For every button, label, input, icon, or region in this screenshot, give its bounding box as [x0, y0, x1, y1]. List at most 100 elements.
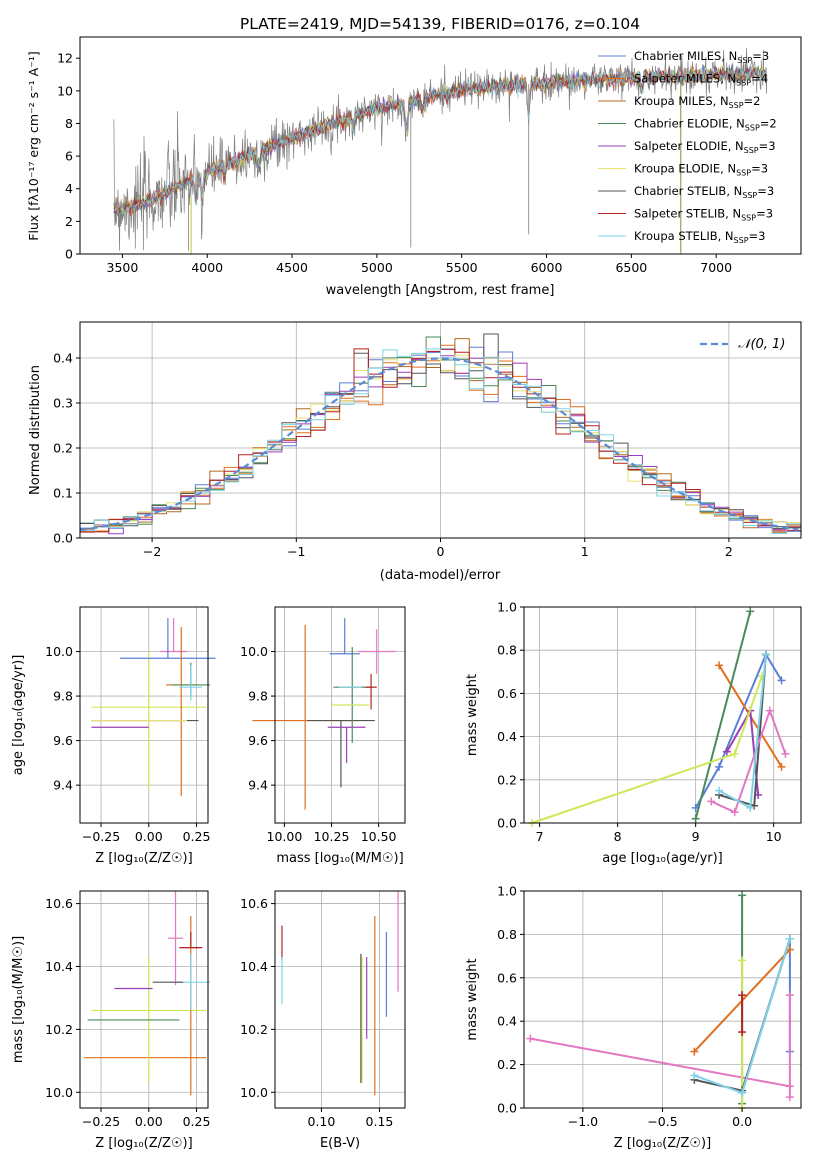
y-tick-label: 10.0	[45, 644, 73, 659]
legend-label: Salpeter ELODIE, NSSP=3	[634, 139, 776, 155]
x-tick-label: 5500	[446, 260, 478, 275]
y-tick-label: 10.4	[45, 959, 73, 974]
spectrum-legend: Chabrier MILES, NSSP=3 Salpeter MILES, NS…	[598, 49, 777, 245]
x-tick-label: 4000	[191, 260, 223, 275]
massweight-vs-age-ticks: 7 8 9 10 0.0 0.2 0.4 0.6 0.8 1.0	[497, 600, 782, 845]
age-vs-Z-panel: −0.25 0.00 0.25 9.4 9.6 9.8 10.0 Z [log₁₀(Z/Z☉)…	[11, 606, 216, 866]
series-line	[694, 652, 783, 809]
massweight-vs-Z-xlabel: Z [log₁₀(Z/Z☉)]	[614, 1136, 711, 1151]
histogram-step	[79, 333, 801, 538]
mass-vs-Z-ylabel: mass [log₁₀(M/M☉)]	[11, 936, 26, 1063]
mass-vs-EBV-frame	[274, 890, 406, 1109]
histogram-legend: 𝒩(0, 1)	[700, 337, 785, 352]
y-tick-label: 0.0	[53, 531, 73, 546]
x-tick-label: 7	[536, 829, 544, 844]
x-tick-label: 0.00	[135, 829, 163, 844]
legend-label: Kroupa MILES, NSSP=2	[634, 94, 760, 110]
x-tick-label: 8	[614, 829, 622, 844]
x-tick-label: 6000	[531, 260, 563, 275]
histogram-panel: −2 −1 0 1 2 0.0 0.1 0.2 0.3 0.4 (data-model)/erro…	[28, 321, 802, 583]
legend-label: Kroupa ELODIE, NSSP=3	[634, 162, 768, 178]
x-tick-label: −1	[287, 544, 305, 559]
model-spectrum-line	[113, 65, 767, 214]
y-tick-label: 9.4	[53, 778, 73, 793]
massweight-vs-Z-ticks: −1.0 −0.5 0.0 0.0 0.2 0.4 0.6 0.8 1.0	[497, 884, 752, 1130]
spectrum-title: PLATE=2419, MJD=54139, FIBERID=0176, z=0…	[240, 15, 640, 33]
y-tick-label: 2	[65, 214, 73, 229]
mass-vs-Z-ticks: −0.25 0.00 0.25 10.0 10.2 10.4 10.6	[45, 896, 210, 1129]
parameter-panels: −0.25 0.00 0.25 9.4 9.6 9.8 10.0 Z [log₁₀(Z/Z☉)…	[11, 600, 802, 1151]
massweight-vs-age-xlabel: age [log₁₀(age/yr)]	[602, 851, 723, 866]
mass-vs-Z-xlabel: Z [log₁₀(Z/Z☉)]	[95, 1136, 192, 1151]
x-tick-label: 2	[725, 544, 733, 559]
spectrum-panel: PLATE=2419, MJD=54139, FIBERID=0176, z=0…	[26, 15, 802, 298]
age-vs-Z-errorbars	[91, 618, 216, 797]
model-spectra	[113, 64, 767, 218]
x-tick-label: 0.10	[308, 1114, 336, 1129]
mass-vs-Z-errorbars	[83, 891, 210, 1096]
x-tick-label: 1	[581, 544, 589, 559]
age-vs-mass-panel: 10.00 10.25 10.50 9.4 9.6 9.8 10.0 mass [log₁₀(…	[240, 606, 406, 866]
y-tick-label: 9.4	[248, 778, 268, 793]
y-tick-label: 9.8	[248, 689, 268, 704]
spectrum-ylabel: Flux [fλ10⁻¹⁷ erg cm⁻² s⁻¹ A⁻¹]	[26, 51, 41, 240]
histogram-ylabel: Normed distribution	[28, 365, 43, 495]
x-tick-label: 0.0	[732, 1114, 752, 1129]
y-tick-label: 1.0	[497, 884, 517, 899]
series-line	[710, 707, 787, 814]
massweight-vs-age-series	[527, 607, 790, 827]
y-tick-label: 0.8	[497, 643, 517, 658]
x-tick-label: 10.50	[361, 829, 397, 844]
legend-label: Chabrier MILES, NSSP=3	[634, 49, 769, 65]
x-tick-label: 0.25	[183, 829, 211, 844]
x-tick-label: 0.25	[183, 1114, 211, 1129]
histogram-step	[79, 348, 801, 538]
massweight-vs-Z-panel: −1.0 −0.5 0.0 0.0 0.2 0.4 0.6 0.8 1.0 Z [log₁₀(Z/…	[465, 884, 802, 1151]
y-tick-label: 4	[65, 181, 73, 196]
y-tick-label: 10.6	[240, 896, 268, 911]
age-vs-mass-ticks: 10.00 10.25 10.50 9.4 9.6 9.8 10.0	[240, 644, 396, 844]
y-tick-label: 0.8	[497, 927, 517, 942]
y-tick-label: 10.2	[45, 1022, 73, 1037]
x-tick-label: 10.25	[314, 829, 350, 844]
x-tick-label: −0.25	[82, 1114, 120, 1129]
x-tick-label: 4500	[276, 260, 308, 275]
y-tick-label: 9.6	[53, 733, 73, 748]
histogram-legend-label: 𝒩(0, 1)	[738, 337, 785, 352]
y-tick-label: 0	[65, 247, 73, 262]
y-tick-label: 10.0	[240, 1085, 268, 1100]
y-tick-label: 0.6	[497, 686, 517, 701]
y-tick-label: 12	[57, 51, 73, 66]
x-tick-label: 0	[437, 544, 445, 559]
age-vs-mass-errorbars	[252, 618, 396, 810]
age-vs-Z-frame	[79, 606, 209, 824]
y-tick-label: 10.0	[240, 644, 268, 659]
y-tick-label: 1.0	[497, 600, 517, 615]
y-tick-label: 0.0	[497, 1101, 517, 1116]
x-tick-label: 3500	[107, 260, 139, 275]
legend-label: Chabrier STELIB, NSSP=3	[634, 184, 774, 200]
mass-vs-EBV-grid	[275, 891, 405, 1108]
y-tick-label: 10.0	[45, 1085, 73, 1100]
y-tick-label: 10.6	[45, 896, 73, 911]
massweight-vs-age-frame	[523, 606, 802, 824]
y-tick-label: 0.6	[497, 970, 517, 985]
x-tick-label: −2	[143, 544, 161, 559]
y-tick-label: 0.4	[497, 1014, 517, 1029]
massweight-vs-age-ylabel: mass weight	[465, 674, 480, 756]
y-tick-label: 9.8	[53, 689, 73, 704]
age-vs-mass-frame	[274, 606, 406, 824]
x-tick-label: 6500	[615, 260, 647, 275]
spectrum-xlabel: wavelength [Angstrom, rest frame]	[326, 283, 555, 298]
y-tick-label: 10.2	[240, 1022, 268, 1037]
y-tick-label: 6	[65, 149, 73, 164]
x-tick-label: 10.00	[267, 829, 303, 844]
y-tick-label: 0.2	[53, 441, 73, 456]
y-tick-label: 8	[65, 116, 73, 131]
y-tick-label: 9.6	[248, 733, 268, 748]
x-tick-label: 7000	[700, 260, 732, 275]
y-tick-label: 0.0	[497, 816, 517, 831]
histogram-xlabel: (data-model)/error	[380, 568, 501, 583]
x-tick-label: 5000	[361, 260, 393, 275]
